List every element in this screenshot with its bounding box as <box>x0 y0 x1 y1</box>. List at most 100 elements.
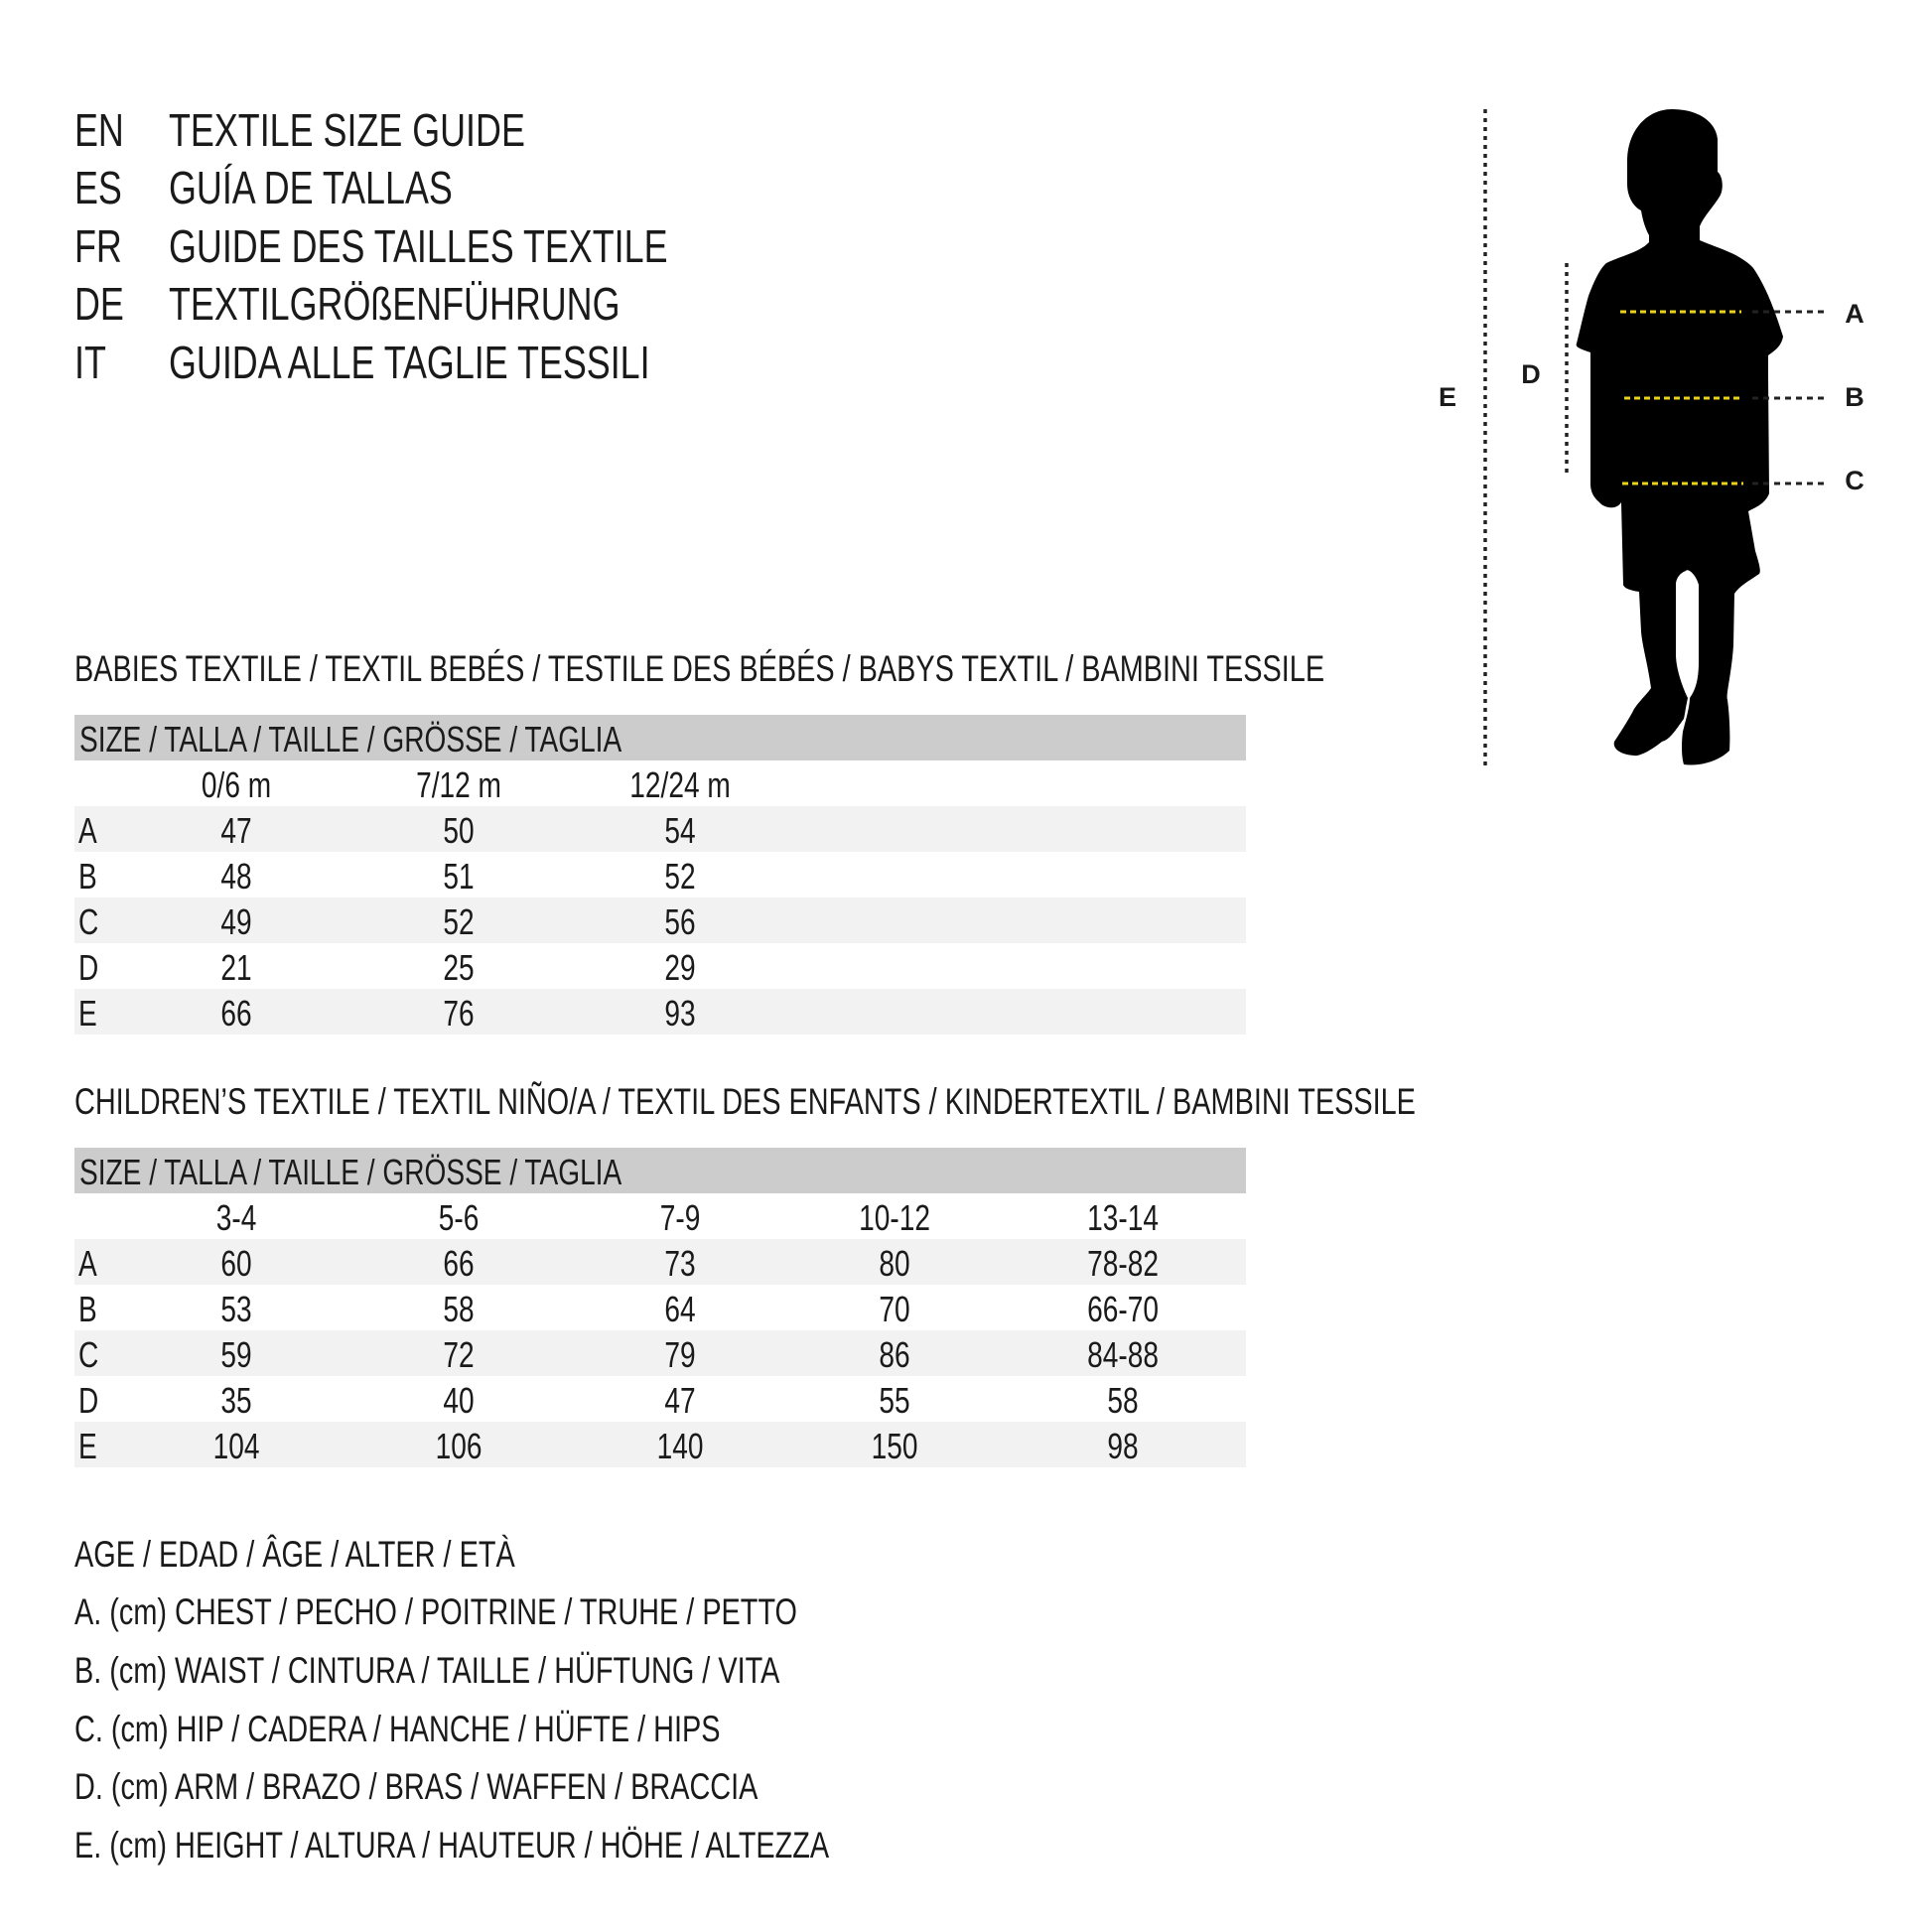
table-row: E 66 76 93 <box>74 989 1246 1035</box>
table-cell-text: 47 <box>664 1380 696 1422</box>
table-cell: 72 <box>359 1330 558 1376</box>
table-cell-text: 53 <box>220 1289 252 1330</box>
title-text-text: GUIDE DES TAILLES TEXTILE <box>169 219 668 272</box>
table-row: A 60 66 73 80 78-82 <box>74 1239 1246 1285</box>
language-code: ES <box>74 156 135 213</box>
table-cell-text: 84-88 <box>1087 1334 1159 1376</box>
column-header-text: 0/6 m <box>201 764 272 806</box>
table-cell: 66 <box>359 1239 558 1285</box>
legend-line: A. (cm) CHEST / PECHO / POITRINE / TRUHE… <box>74 1588 1001 1634</box>
section-heading: CHILDREN’S TEXTILE / TEXTIL NIÑO/A / TEX… <box>74 1078 1794 1123</box>
table-cell-text: 25 <box>443 947 475 989</box>
language-code-text: EN <box>74 103 124 156</box>
table-cell-text: 48 <box>220 856 252 897</box>
table-cell: 54 <box>581 806 779 852</box>
title-text: GUIDA ALLE TAGLIE TESSILI <box>169 330 785 387</box>
table-cell-text: 66 <box>220 993 252 1035</box>
table-cell-text: 55 <box>879 1380 910 1422</box>
language-code-text: IT <box>74 336 106 388</box>
legend-line: C. (cm) HIP / CADERA / HANCHE / HÜFTE / … <box>74 1705 902 1750</box>
table-cell: 35 <box>137 1376 336 1422</box>
table-cell: 29 <box>581 943 779 989</box>
row-label-text: C <box>78 1334 99 1376</box>
table-cell-text: 51 <box>443 856 475 897</box>
table-cell: 78-82 <box>1024 1239 1222 1285</box>
row-label: B <box>78 1285 102 1330</box>
title-text-text: GUÍA DE TALLAS <box>169 162 453 214</box>
row-label-text: D <box>78 1380 99 1422</box>
table-cell: 64 <box>581 1285 779 1330</box>
table-cell-text: 58 <box>443 1289 475 1330</box>
table-cell: 80 <box>795 1239 994 1285</box>
table-cell-text: 98 <box>1107 1426 1139 1467</box>
legend-line-text: D. (cm) ARM / BRAZO / BRAS / WAFFEN / BR… <box>74 1766 759 1808</box>
title-text: GUIDE DES TAILLES TEXTILE <box>169 213 808 271</box>
table-cell: 47 <box>137 806 336 852</box>
column-header: 12/24 m <box>581 760 779 806</box>
table-cell-text: 72 <box>443 1334 475 1376</box>
table-cell-text: 47 <box>220 810 252 852</box>
table-cell: 66 <box>137 989 336 1035</box>
table-cell: 53 <box>137 1285 336 1330</box>
table-cell: 21 <box>137 943 336 989</box>
language-code-text: FR <box>74 219 122 272</box>
title-text-text: TEXTILE SIZE GUIDE <box>169 103 525 156</box>
table-cell: 86 <box>795 1330 994 1376</box>
table-cell-text: 79 <box>664 1334 696 1376</box>
table-cell-text: 64 <box>664 1289 696 1330</box>
row-label: E <box>78 989 102 1035</box>
column-header: 10-12 <box>795 1193 994 1239</box>
table-cell: 55 <box>795 1376 994 1422</box>
table-cell-text: 60 <box>220 1243 252 1285</box>
table-cell-text: 59 <box>220 1334 252 1376</box>
measure-lines <box>1620 310 1827 485</box>
column-header-text: 3-4 <box>215 1197 257 1239</box>
title-text: TEXTILGRÖßENFÜHRUNG <box>169 272 748 330</box>
table-row: E 104 106 140 150 98 <box>74 1422 1246 1467</box>
legend-line-text: B. (cm) WAIST / CINTURA / TAILLE / HÜFTU… <box>74 1650 780 1692</box>
language-code: FR <box>74 213 135 271</box>
label-d: D <box>1521 359 1541 389</box>
table-cell-text: 52 <box>664 856 696 897</box>
row-label-text: B <box>78 856 97 897</box>
table-cell-text: 50 <box>443 810 475 852</box>
language-code: DE <box>74 272 138 330</box>
table-row: D 35 40 47 55 58 <box>74 1376 1246 1422</box>
column-header: 3-4 <box>137 1193 336 1239</box>
legend-line: B. (cm) WAIST / CINTURA / TAILLE / HÜFTU… <box>74 1646 979 1692</box>
table-cell: 106 <box>359 1422 558 1467</box>
table-cell: 52 <box>359 897 558 943</box>
table-cell-text: 106 <box>435 1426 483 1467</box>
row-label: D <box>78 943 104 989</box>
table-cell: 73 <box>581 1239 779 1285</box>
row-label: C <box>78 1330 104 1376</box>
table-row: B 53 58 64 70 66-70 <box>74 1285 1246 1330</box>
table-cell: 51 <box>359 852 558 897</box>
table-cell: 76 <box>359 989 558 1035</box>
table-cell: 47 <box>581 1376 779 1422</box>
table-cell: 93 <box>581 989 779 1035</box>
column-header-text: 13-14 <box>1087 1197 1159 1239</box>
table-row: B 48 51 52 <box>74 852 1246 897</box>
table-cell: 59 <box>137 1330 336 1376</box>
legend-line: AGE / EDAD / ÂGE / ALTER / ETÀ <box>74 1530 639 1576</box>
row-label-text: E <box>78 993 97 1035</box>
title-text: GUÍA DE TALLAS <box>169 156 532 213</box>
label-e: E <box>1438 382 1457 412</box>
table-cell: 56 <box>581 897 779 943</box>
table-cell-text: 93 <box>664 993 696 1035</box>
table-cell-text: 76 <box>443 993 475 1035</box>
language-code-text: ES <box>74 162 122 214</box>
table-row: C 59 72 79 86 84-88 <box>74 1330 1246 1376</box>
label-b: B <box>1845 382 1864 412</box>
table-row: C 49 52 56 <box>74 897 1246 943</box>
size-table: SIZE / TALLA / TAILLE / GRÖSSE / TAGLIA 3… <box>74 1148 1246 1467</box>
table-cell: 58 <box>1024 1376 1222 1422</box>
table-cell: 50 <box>359 806 558 852</box>
column-header-text: 7-9 <box>659 1197 701 1239</box>
table-cell-text: 78-82 <box>1087 1243 1159 1285</box>
column-header-text: 12/24 m <box>629 764 731 806</box>
size-header-text: SIZE / TALLA / TAILLE / GRÖSSE / TAGLIA <box>79 719 622 760</box>
table-cell-text: 80 <box>879 1243 910 1285</box>
